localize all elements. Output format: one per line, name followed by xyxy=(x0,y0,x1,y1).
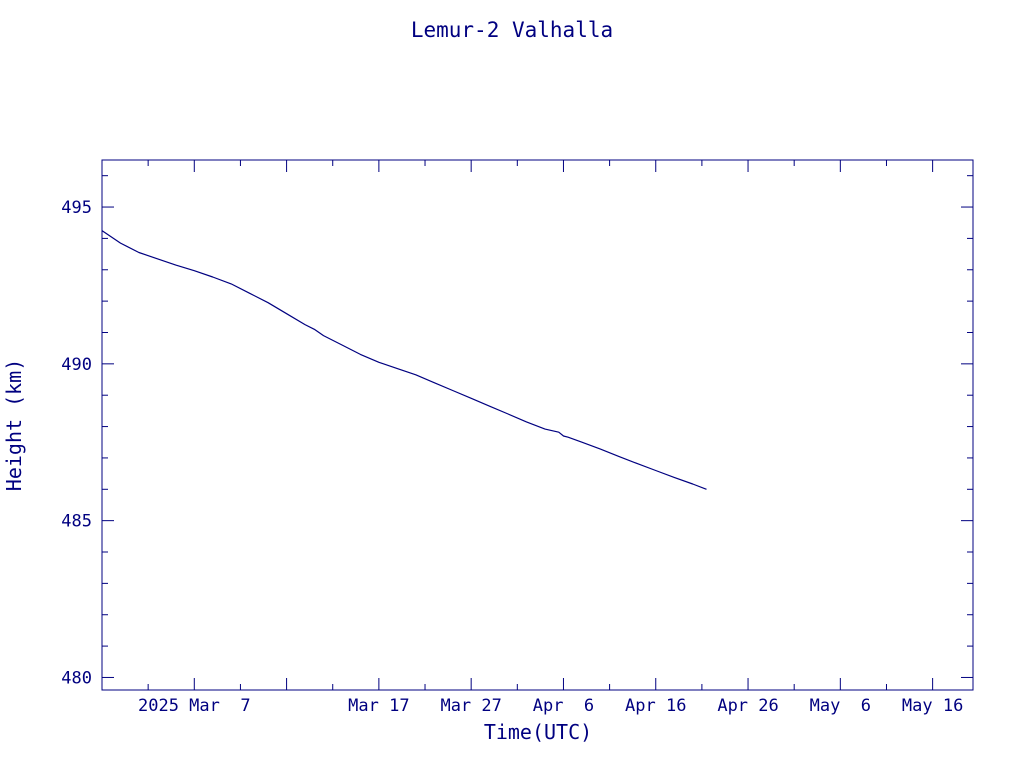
x-axis-label: Time(UTC) xyxy=(484,720,592,744)
chart-title: Lemur-2 Valhalla xyxy=(411,18,613,42)
x-axis-ticks: 2025 Mar 7 Mar 17 Mar 27 Apr 6 Apr 16 Apr 26 M… xyxy=(101,160,963,716)
y-tick-label: 490 xyxy=(61,355,92,375)
x-tick-label: May 6 xyxy=(810,696,871,716)
x-tick-label: 2025 Mar 7 xyxy=(138,696,251,716)
x-tick-label: Apr 6 xyxy=(533,696,594,716)
y-tick-label: 485 xyxy=(61,512,92,532)
height-series-line xyxy=(101,230,707,490)
x-tick-label: May 16 xyxy=(902,696,963,716)
x-tick-label: Mar 27 xyxy=(440,696,501,716)
x-tick-label: Apr 16 xyxy=(625,696,686,716)
y-tick-label: 480 xyxy=(61,668,92,688)
series-group xyxy=(101,230,707,490)
x-tick-label: Apr 26 xyxy=(717,696,778,716)
y-axis-label: Height (km) xyxy=(2,359,26,491)
plot-frame xyxy=(101,159,974,691)
x-tick-label: Mar 17 xyxy=(348,696,409,716)
y-axis-ticks: 480 485 490 495 xyxy=(61,175,973,688)
y-tick-label: 495 xyxy=(61,198,92,218)
plot-border xyxy=(101,159,974,691)
